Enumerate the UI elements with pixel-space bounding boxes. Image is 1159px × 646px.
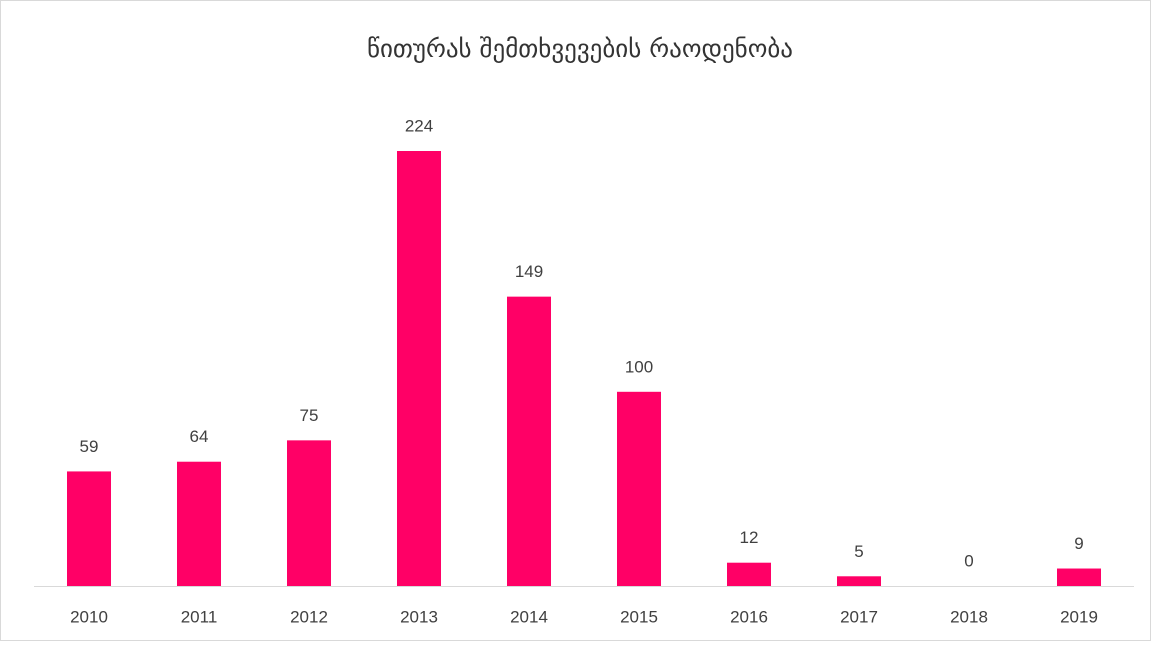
x-tick-label: 2017 [840,607,878,626]
data-label: 59 [80,437,99,456]
x-tick-label: 2012 [290,607,328,626]
chart-title: წითურას შემთხვევების რაოდენობა [367,34,793,63]
data-label: 100 [625,357,653,376]
bar [727,562,771,586]
data-label: 149 [515,262,543,281]
bar [67,471,111,586]
bar [1057,568,1101,586]
x-tick-label: 2014 [510,607,548,626]
data-label: 75 [300,406,319,425]
x-tick-label: 2018 [950,607,988,626]
data-label: 9 [1074,534,1083,553]
bar [397,151,441,586]
data-label: 64 [190,427,209,446]
bar [617,391,661,586]
x-tick-label: 2019 [1060,607,1098,626]
data-label: 224 [405,116,433,135]
x-tick-label: 2016 [730,607,768,626]
x-tick-label: 2010 [70,607,108,626]
x-tick-label: 2013 [400,607,438,626]
bar [287,440,331,586]
data-label: 5 [854,542,863,561]
x-tick-label: 2011 [181,607,218,626]
bar [837,576,881,586]
data-label: 0 [964,551,973,570]
x-tick-label: 2015 [620,607,658,626]
bar [507,296,551,586]
bar [177,461,221,586]
data-label: 12 [740,528,759,547]
